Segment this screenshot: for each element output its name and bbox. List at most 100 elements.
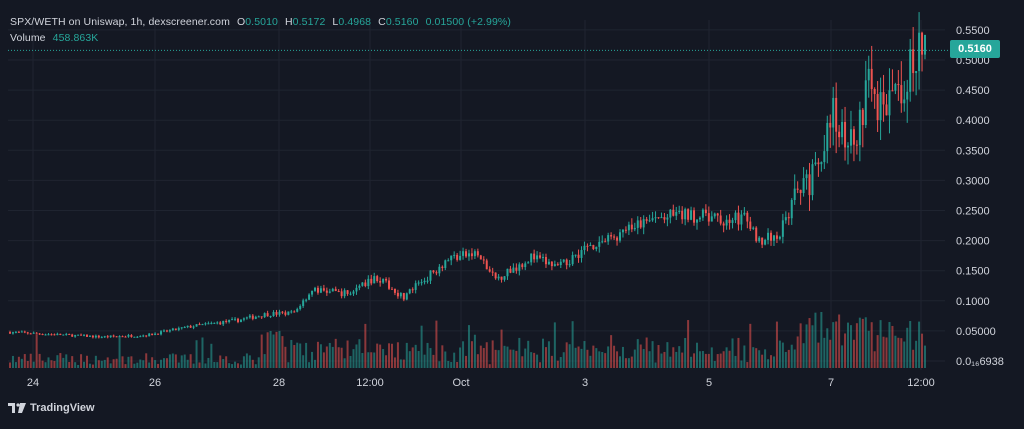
candle-body <box>802 178 805 194</box>
candle-body <box>388 280 391 289</box>
volume-bar <box>23 354 26 368</box>
candle-body <box>586 245 589 247</box>
candle-body <box>94 335 97 338</box>
candle-body <box>435 272 438 274</box>
volume-bar <box>260 334 263 368</box>
candle-body <box>420 282 423 284</box>
volume-bar <box>909 321 912 368</box>
candle-body <box>275 312 278 315</box>
candle-body <box>864 80 867 126</box>
candle-body <box>80 334 83 336</box>
candle-body <box>743 212 746 215</box>
volume-bar <box>630 356 633 368</box>
volume-bar <box>293 345 296 368</box>
candle-body <box>85 334 88 337</box>
volume-bar <box>882 336 885 368</box>
candle-body <box>835 97 838 132</box>
volume-bar <box>613 345 616 368</box>
volume-bar <box>254 364 257 368</box>
volume-bar <box>787 349 790 368</box>
symbol-title[interactable]: SPX/WETH on Uniswap, 1h, dexscreener.com <box>10 16 230 28</box>
candle-body <box>26 332 29 334</box>
candle-body <box>547 261 550 265</box>
volume-bar <box>808 318 811 368</box>
volume-bar <box>248 355 251 368</box>
candle-body <box>482 259 485 261</box>
candle-body <box>752 227 755 229</box>
candle-body <box>361 282 364 286</box>
candle-body <box>693 210 696 223</box>
candle-body <box>467 253 470 257</box>
volume-bar <box>396 342 399 368</box>
candle-body <box>405 293 408 300</box>
candle-body <box>616 237 619 241</box>
candle-body <box>53 334 56 336</box>
candle-body <box>912 49 915 74</box>
price-axis[interactable]: 0.5500 0.5000 0.4500 0.4000 0.3500 0.3000 0.25… <box>956 25 1004 368</box>
volume-bar <box>444 351 447 368</box>
volume-bar <box>385 355 388 368</box>
candle-body <box>473 251 476 257</box>
volume-bar <box>219 355 222 368</box>
candle-body <box>734 212 737 221</box>
y-tick-label: 0.0₁₆6938 <box>956 356 1004 368</box>
volume-bar <box>148 362 151 368</box>
change-value: 0.01500 (+2.99%) <box>425 16 511 28</box>
candle-body <box>672 209 675 216</box>
candle-body <box>127 335 130 337</box>
volume-bar <box>565 342 568 368</box>
candle-body <box>399 293 402 297</box>
candle-body <box>106 336 109 338</box>
volume-bar <box>88 363 91 368</box>
volume-bar <box>835 321 838 368</box>
volume-bar <box>820 312 823 368</box>
candle-body <box>56 333 59 336</box>
candle-body <box>231 319 234 321</box>
candle-body <box>216 322 219 324</box>
candle-body <box>198 324 201 326</box>
volume-bar <box>876 335 879 368</box>
candle-body <box>687 209 690 220</box>
volume-bar <box>201 337 204 368</box>
candle-body <box>598 241 601 247</box>
candle-body <box>695 219 698 223</box>
volume-bar <box>465 355 468 368</box>
candle-body <box>121 336 124 338</box>
candle-body <box>873 89 876 95</box>
candle-body <box>805 174 808 179</box>
candle-body <box>192 326 195 328</box>
candle-body <box>432 270 435 273</box>
time-axis[interactable]: 24 26 28 12:00 Oct 3 5 7 12:00 <box>27 377 935 389</box>
tradingview-branding[interactable]: TradingView <box>8 402 95 414</box>
volume-label[interactable]: Volume <box>10 32 46 44</box>
volume-bar <box>595 348 598 368</box>
volume-bar <box>497 350 500 368</box>
volume-bar <box>521 356 524 368</box>
candle-body <box>17 331 20 333</box>
candle-body <box>219 322 222 325</box>
volume-bar <box>106 357 109 368</box>
volume-bar <box>894 335 897 368</box>
volume-bar <box>586 349 589 368</box>
candle-body <box>242 318 245 320</box>
volume-bar <box>242 356 245 368</box>
volume-bar <box>556 360 559 368</box>
volume-bar <box>775 321 778 368</box>
candle-body <box>595 246 598 250</box>
volume-bar <box>77 364 80 368</box>
volume-bar <box>636 339 639 368</box>
volume-bar <box>441 345 444 368</box>
candle-body <box>542 257 545 259</box>
volume-bar <box>512 349 515 368</box>
volume-bar <box>20 358 23 368</box>
candle-body <box>728 219 731 223</box>
candle-body <box>787 217 790 219</box>
volume-bar <box>912 349 915 368</box>
candle-body <box>879 92 882 121</box>
candle-body <box>497 276 500 279</box>
volume-bar <box>491 340 494 368</box>
volume-bar <box>207 357 210 368</box>
candle-body <box>29 333 32 335</box>
